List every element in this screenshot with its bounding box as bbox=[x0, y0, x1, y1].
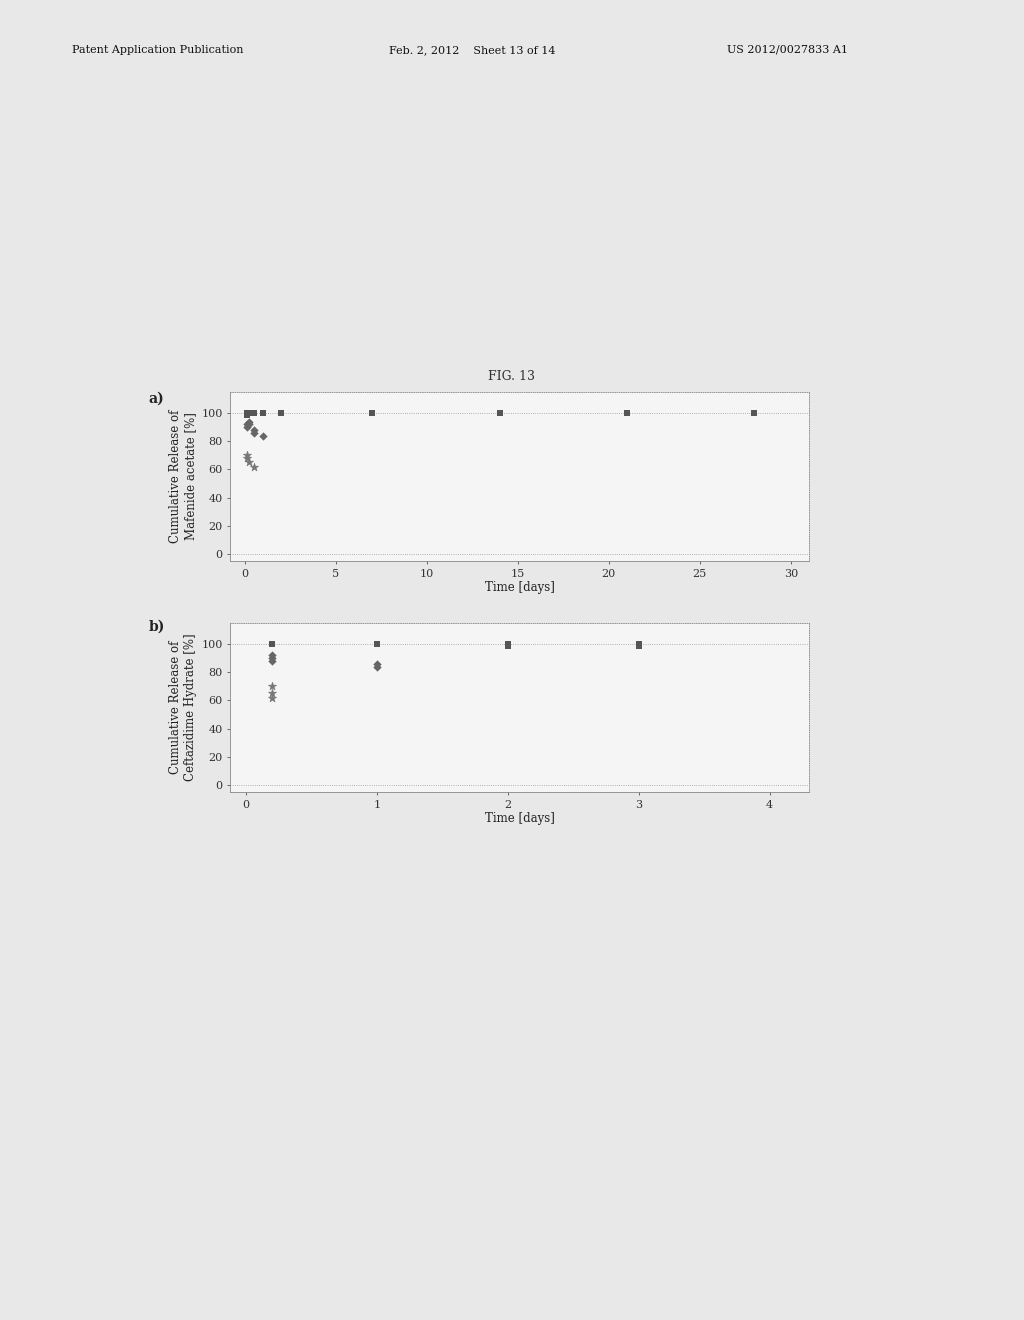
Point bbox=[241, 451, 257, 473]
Point bbox=[618, 403, 635, 424]
Point bbox=[246, 457, 262, 478]
Point bbox=[273, 403, 290, 424]
Text: Patent Application Publication: Patent Application Publication bbox=[72, 45, 243, 55]
Point bbox=[264, 648, 281, 669]
Point bbox=[746, 403, 763, 424]
Point bbox=[239, 404, 255, 425]
Point bbox=[246, 422, 262, 444]
Point bbox=[631, 634, 647, 655]
Point bbox=[246, 403, 262, 424]
Point bbox=[369, 634, 385, 655]
Point bbox=[246, 420, 262, 441]
Point bbox=[239, 417, 255, 438]
Point bbox=[369, 634, 385, 655]
Point bbox=[264, 688, 281, 709]
Y-axis label: Cumulative Release of
Ceftazidime Hydrate [%]: Cumulative Release of Ceftazidime Hydrat… bbox=[169, 634, 198, 781]
Point bbox=[255, 403, 271, 424]
Point bbox=[264, 676, 281, 697]
Point bbox=[264, 645, 281, 667]
Text: FIG. 13: FIG. 13 bbox=[488, 370, 536, 383]
Point bbox=[241, 403, 257, 424]
Point bbox=[246, 403, 262, 424]
Point bbox=[239, 403, 255, 424]
Point bbox=[241, 403, 257, 424]
Point bbox=[264, 634, 281, 655]
Point bbox=[264, 634, 281, 655]
Text: a): a) bbox=[148, 392, 164, 405]
Text: b): b) bbox=[148, 620, 165, 634]
Text: US 2012/0027833 A1: US 2012/0027833 A1 bbox=[727, 45, 848, 55]
Point bbox=[500, 635, 516, 656]
Point bbox=[241, 414, 257, 436]
X-axis label: Time [days]: Time [days] bbox=[484, 812, 555, 825]
Point bbox=[365, 403, 381, 424]
Point bbox=[264, 651, 281, 672]
Point bbox=[273, 403, 290, 424]
Point bbox=[255, 425, 271, 446]
Point bbox=[273, 403, 290, 424]
Point bbox=[618, 403, 635, 424]
Point bbox=[246, 403, 262, 424]
Point bbox=[369, 634, 385, 655]
Point bbox=[264, 682, 281, 704]
X-axis label: Time [days]: Time [days] bbox=[484, 581, 555, 594]
Y-axis label: Cumulative Release of
Mafenide acetate [%]: Cumulative Release of Mafenide acetate [… bbox=[169, 409, 198, 544]
Text: Feb. 2, 2012    Sheet 13 of 14: Feb. 2, 2012 Sheet 13 of 14 bbox=[389, 45, 556, 55]
Point bbox=[492, 403, 508, 424]
Point bbox=[239, 403, 255, 424]
Point bbox=[239, 447, 255, 469]
Point bbox=[369, 656, 385, 677]
Point bbox=[241, 411, 257, 432]
Point bbox=[365, 403, 381, 424]
Point bbox=[369, 653, 385, 675]
Point bbox=[239, 445, 255, 466]
Point bbox=[239, 414, 255, 436]
Point bbox=[255, 403, 271, 424]
Point bbox=[255, 403, 271, 424]
Point bbox=[631, 635, 647, 656]
Point bbox=[492, 403, 508, 424]
Point bbox=[746, 403, 763, 424]
Point bbox=[500, 634, 516, 655]
